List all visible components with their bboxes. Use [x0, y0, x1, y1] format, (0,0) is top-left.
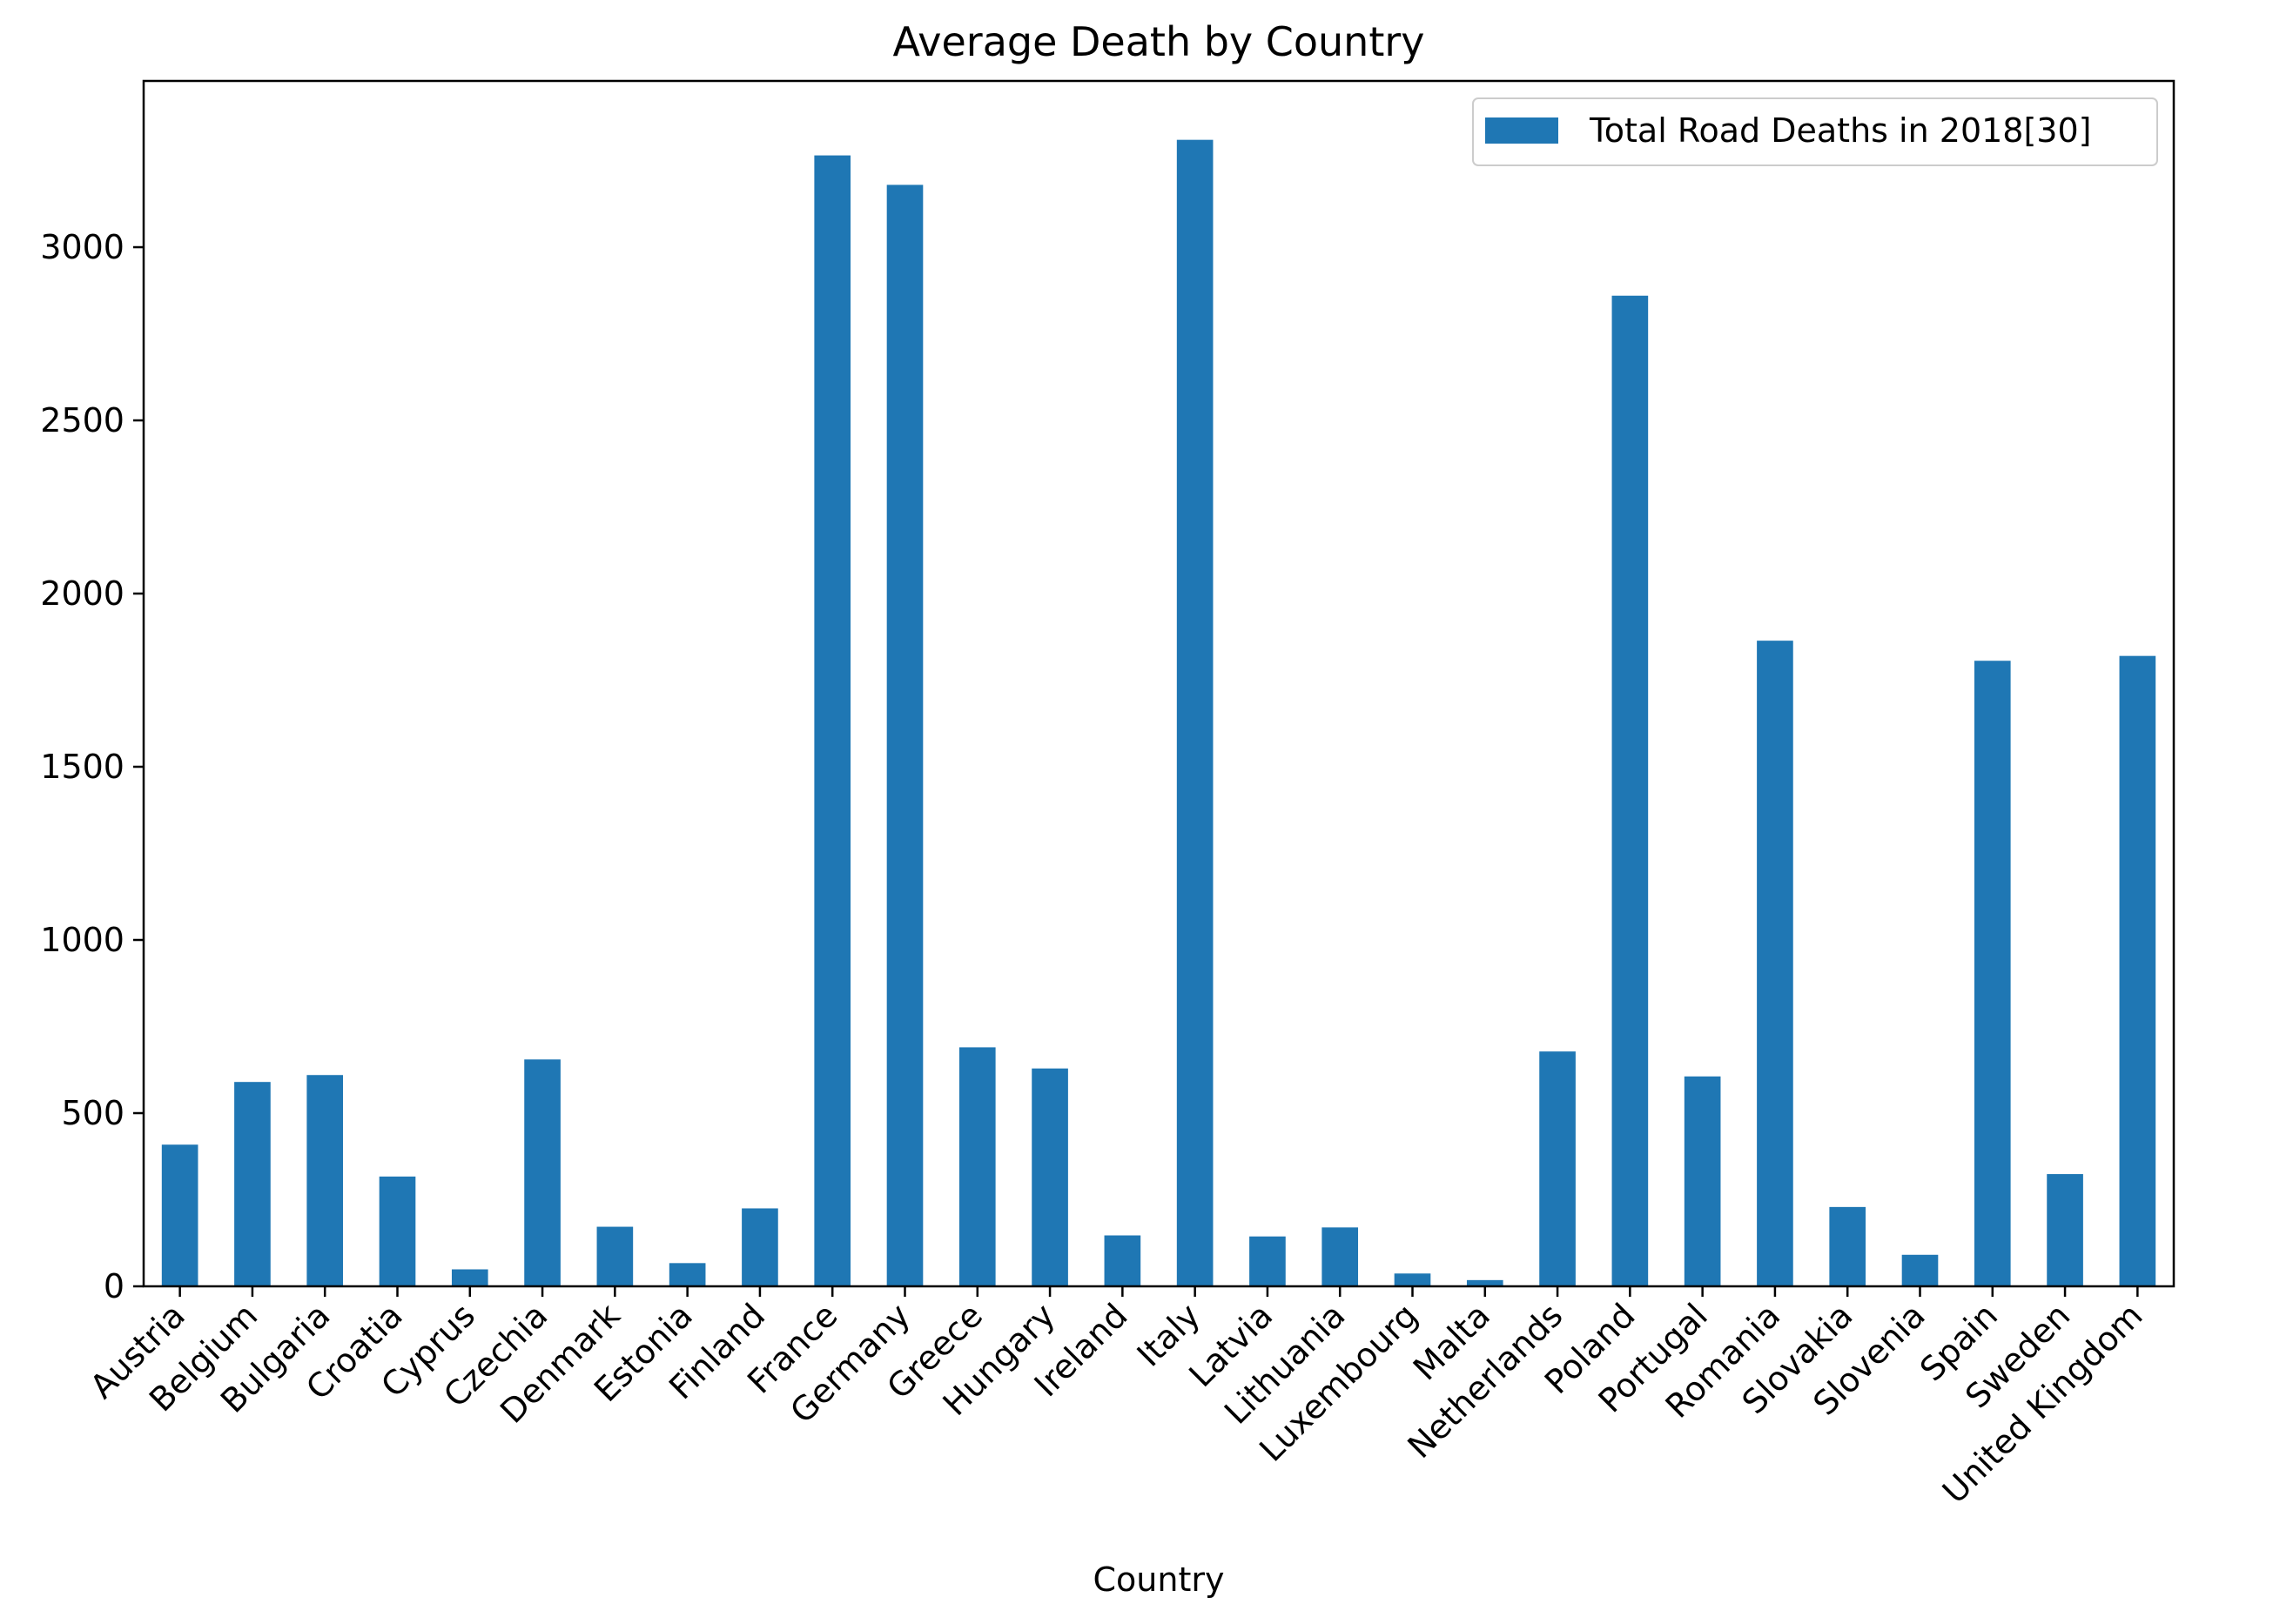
y-tick-label: 500	[61, 1094, 124, 1132]
bar-greece	[958, 1047, 996, 1286]
bar-ireland	[1104, 1235, 1141, 1286]
bar-hungary	[1032, 1068, 1068, 1286]
bar-lithuania	[1321, 1227, 1359, 1286]
chart-title: Average Death by Country	[892, 18, 1424, 65]
y-axis: 0 500 1000 1500 2000 2500 3000	[40, 228, 144, 1305]
bar-portugal	[1684, 1076, 1721, 1286]
bar-france	[814, 155, 851, 1286]
y-tick-label: 2500	[40, 401, 124, 440]
y-tick-label: 1000	[40, 921, 124, 959]
bars-layer	[161, 139, 2156, 1286]
bar-poland	[1611, 295, 1649, 1286]
bar-slovakia	[1829, 1206, 1866, 1286]
bar-netherlands	[1539, 1051, 1576, 1286]
bar-czechia	[524, 1059, 561, 1286]
bar-finland	[742, 1208, 778, 1286]
bar-united-kingdom	[2119, 655, 2156, 1286]
y-tick-label: 3000	[40, 228, 124, 266]
bar-luxembourg	[1394, 1273, 1431, 1286]
bar-malta	[1466, 1279, 1503, 1286]
bar-latvia	[1249, 1236, 1286, 1286]
bar-denmark	[596, 1226, 634, 1286]
legend-swatch	[1485, 117, 1558, 144]
plot-area-frame	[142, 79, 2175, 1288]
bar-bulgaria	[306, 1075, 344, 1286]
bar-romania	[1757, 641, 1793, 1286]
y-tick-label: 2000	[40, 574, 124, 613]
y-tick-label: 0	[104, 1267, 124, 1305]
bar-cyprus	[451, 1269, 488, 1286]
bar-estonia	[669, 1263, 706, 1286]
bar-croatia	[379, 1176, 416, 1286]
bar-belgium	[234, 1082, 271, 1286]
bar-germany	[886, 185, 924, 1286]
bar-sweden	[2047, 1174, 2083, 1286]
y-tick-label: 1500	[40, 748, 124, 786]
legend-frame	[1472, 97, 2158, 166]
legend: Total Road Deaths in 2018[30]	[1472, 97, 2158, 166]
bar-spain	[1974, 661, 2011, 1286]
bar-italy	[1176, 139, 1214, 1286]
bar-austria	[161, 1144, 198, 1286]
x-axis-label: Country	[1093, 1560, 1225, 1599]
legend-label: Total Road Deaths in 2018[30]	[1589, 111, 2091, 150]
bar-slovenia	[1901, 1254, 1939, 1286]
